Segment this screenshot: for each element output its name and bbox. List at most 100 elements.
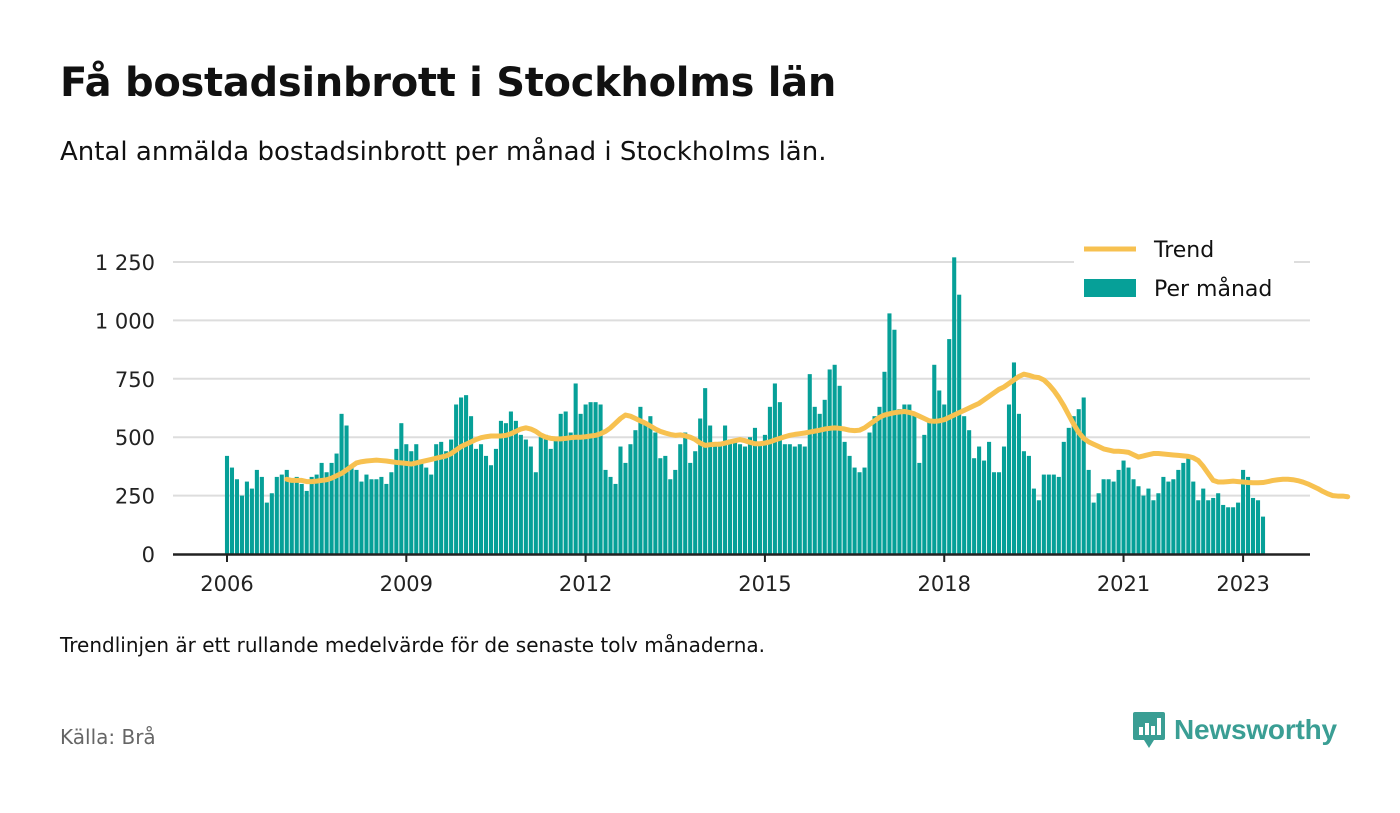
x-tick-label: 2021 xyxy=(1097,572,1150,596)
bar xyxy=(1156,493,1161,554)
bar xyxy=(683,432,688,554)
bar xyxy=(1036,500,1041,554)
bar xyxy=(364,474,369,554)
bar xyxy=(538,437,543,554)
source-credit: Källa: Brå xyxy=(60,725,156,749)
bar xyxy=(1086,469,1091,554)
newsworthy-brand[interactable]: Newsworthy xyxy=(1132,710,1337,750)
x-tick-labels: 2006 2009 2012 2015 2018 2021 2023 xyxy=(200,554,1270,596)
bar xyxy=(668,479,673,554)
legend-bar-swatch xyxy=(1084,279,1136,297)
bar xyxy=(1241,469,1246,554)
bar xyxy=(782,444,787,554)
bar xyxy=(797,444,802,554)
y-tick-label: 1 000 xyxy=(95,309,155,333)
bar xyxy=(404,444,409,554)
bar xyxy=(737,444,743,554)
legend-trend-label: Trend xyxy=(1153,238,1214,263)
bar xyxy=(1011,362,1017,554)
bar xyxy=(274,476,279,554)
bar xyxy=(648,416,653,554)
bar xyxy=(633,430,638,554)
bar xyxy=(1171,479,1176,554)
bar xyxy=(389,472,394,554)
bar xyxy=(832,364,837,554)
bar xyxy=(279,474,284,554)
bar xyxy=(528,446,533,554)
bar xyxy=(1046,474,1051,554)
y-tick-label: 250 xyxy=(115,485,155,509)
bar xyxy=(1106,479,1111,554)
bar xyxy=(747,437,753,554)
bar xyxy=(822,399,827,554)
bar xyxy=(787,444,792,554)
bar xyxy=(518,434,523,554)
bar xyxy=(224,455,230,554)
bar xyxy=(259,476,264,554)
bar xyxy=(344,425,349,554)
bar xyxy=(658,458,663,554)
bar xyxy=(359,481,364,554)
bar xyxy=(1211,497,1216,554)
bar xyxy=(249,488,254,554)
bar xyxy=(1146,488,1151,554)
bar xyxy=(513,420,518,554)
bar xyxy=(434,444,439,554)
bar xyxy=(1081,397,1086,554)
bar xyxy=(1260,516,1266,554)
bar xyxy=(464,395,469,554)
bar xyxy=(269,493,274,554)
bar xyxy=(887,313,892,554)
bar xyxy=(653,432,658,554)
bar xyxy=(957,294,962,554)
bar xyxy=(384,483,389,554)
bar xyxy=(917,462,922,554)
bar xyxy=(872,416,877,554)
bar xyxy=(563,411,568,554)
chart-subtitle: Antal anmälda bostadsinbrott per månad i… xyxy=(60,137,827,167)
bar xyxy=(374,479,379,554)
bar xyxy=(1001,446,1007,554)
bar xyxy=(503,423,508,554)
bar xyxy=(673,469,678,554)
bar xyxy=(802,446,807,554)
bar xyxy=(1126,467,1131,554)
bar xyxy=(812,406,817,554)
y-tick-label: 1 250 xyxy=(95,251,155,275)
bar xyxy=(299,483,304,554)
bar xyxy=(474,448,479,554)
bar xyxy=(877,406,882,554)
y-tick-label: 750 xyxy=(115,368,155,392)
bar xyxy=(842,441,847,554)
bar xyxy=(1161,476,1166,554)
footnote: Trendlinjen är ett rullande medelvärde f… xyxy=(60,633,766,657)
bar xyxy=(588,402,593,554)
bar xyxy=(573,383,578,554)
bar xyxy=(678,444,683,554)
bar xyxy=(304,490,309,554)
bar xyxy=(693,451,698,554)
bar xyxy=(688,462,693,554)
bar xyxy=(1246,476,1251,554)
bar xyxy=(807,374,812,554)
bar xyxy=(628,444,633,554)
bar xyxy=(772,383,777,554)
bar xyxy=(334,453,339,554)
bar xyxy=(289,481,294,554)
bar xyxy=(498,420,503,554)
bar xyxy=(723,425,728,554)
bar xyxy=(469,416,474,554)
bar xyxy=(977,446,982,554)
bar xyxy=(1231,507,1236,554)
bar xyxy=(1121,460,1126,554)
bar xyxy=(922,434,927,554)
bar xyxy=(1131,479,1136,554)
y-tick-labels: 0 250 500 750 1 000 1 250 xyxy=(95,251,155,567)
bar xyxy=(1251,497,1256,554)
bar xyxy=(663,455,668,554)
bar xyxy=(439,441,444,554)
bar xyxy=(897,409,902,554)
bar xyxy=(643,423,648,554)
bar xyxy=(857,472,862,554)
trend-line xyxy=(284,371,1351,500)
